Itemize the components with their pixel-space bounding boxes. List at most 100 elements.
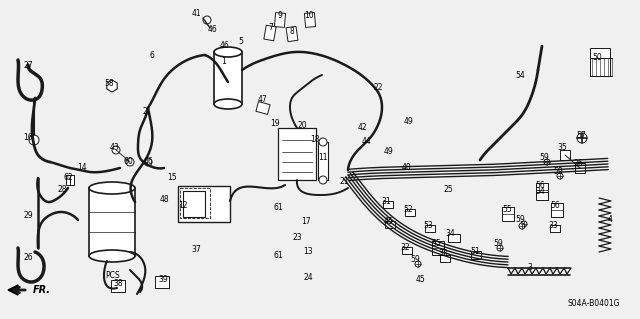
Bar xyxy=(536,192,548,200)
Bar xyxy=(385,220,395,227)
Text: 15: 15 xyxy=(167,174,177,182)
Text: 62: 62 xyxy=(63,174,73,182)
Text: 29: 29 xyxy=(23,211,33,219)
Text: 52: 52 xyxy=(403,205,413,214)
Ellipse shape xyxy=(214,47,242,57)
Text: 51: 51 xyxy=(470,248,480,256)
Bar xyxy=(440,255,450,262)
Circle shape xyxy=(126,158,134,166)
Text: 11: 11 xyxy=(318,153,328,162)
Circle shape xyxy=(497,245,503,251)
Bar xyxy=(560,150,570,160)
Bar xyxy=(305,12,316,27)
Text: 46: 46 xyxy=(208,26,218,34)
Text: 34: 34 xyxy=(445,229,455,239)
Circle shape xyxy=(557,173,563,179)
Text: 46: 46 xyxy=(219,41,229,50)
Circle shape xyxy=(144,158,152,166)
Text: 33: 33 xyxy=(438,249,448,258)
Text: 16: 16 xyxy=(23,133,33,143)
Text: 14: 14 xyxy=(77,164,87,173)
Text: 59: 59 xyxy=(515,216,525,225)
Circle shape xyxy=(519,223,525,229)
Text: 60: 60 xyxy=(123,158,133,167)
Bar xyxy=(405,209,415,216)
Bar xyxy=(318,142,328,180)
Ellipse shape xyxy=(214,99,242,109)
Text: 39: 39 xyxy=(158,276,168,285)
Text: 10: 10 xyxy=(304,11,314,20)
Text: 8: 8 xyxy=(290,27,294,36)
Bar xyxy=(383,201,393,207)
Ellipse shape xyxy=(89,250,135,262)
Bar xyxy=(89,188,135,256)
Circle shape xyxy=(577,133,587,143)
Text: 43: 43 xyxy=(110,144,120,152)
Text: 55: 55 xyxy=(502,205,512,214)
Text: FR.: FR. xyxy=(33,285,51,295)
Bar xyxy=(590,48,610,76)
Text: 31: 31 xyxy=(381,197,391,206)
Bar xyxy=(278,128,316,180)
Text: 1: 1 xyxy=(221,57,227,66)
Text: 7: 7 xyxy=(269,24,273,33)
Bar xyxy=(575,163,585,173)
Circle shape xyxy=(319,138,327,146)
Text: 25: 25 xyxy=(443,186,453,195)
Circle shape xyxy=(112,146,120,154)
Text: 50: 50 xyxy=(592,53,602,62)
Text: 2: 2 xyxy=(143,108,147,116)
Text: 41: 41 xyxy=(191,10,201,19)
Bar xyxy=(264,25,276,41)
Bar xyxy=(180,188,210,218)
Text: 26: 26 xyxy=(23,254,33,263)
Bar xyxy=(286,26,298,41)
Bar xyxy=(432,241,444,255)
Text: 45: 45 xyxy=(415,276,425,285)
Text: 12: 12 xyxy=(179,202,188,211)
Bar xyxy=(550,225,560,232)
Circle shape xyxy=(415,261,421,267)
Text: 3: 3 xyxy=(527,263,532,272)
Text: 48: 48 xyxy=(159,196,169,204)
Bar xyxy=(178,186,230,222)
Text: 27: 27 xyxy=(23,61,33,70)
Polygon shape xyxy=(8,285,18,295)
Text: 33: 33 xyxy=(548,220,558,229)
Text: 23: 23 xyxy=(292,234,302,242)
Bar xyxy=(66,175,74,185)
Text: 22: 22 xyxy=(373,84,383,93)
Text: S04A-B0401G: S04A-B0401G xyxy=(567,299,620,308)
Text: 58: 58 xyxy=(104,79,114,88)
Text: 9: 9 xyxy=(278,11,282,20)
Bar xyxy=(551,203,563,217)
Text: 49: 49 xyxy=(383,147,393,157)
Ellipse shape xyxy=(89,182,135,194)
Text: 6: 6 xyxy=(150,50,154,60)
Text: 18: 18 xyxy=(310,136,320,145)
Text: 4: 4 xyxy=(607,216,612,225)
Text: 54: 54 xyxy=(515,71,525,80)
Bar xyxy=(214,52,242,104)
Text: 46: 46 xyxy=(143,158,153,167)
Text: 59: 59 xyxy=(539,153,549,162)
Text: 59: 59 xyxy=(493,240,503,249)
Bar xyxy=(402,247,412,254)
Bar xyxy=(155,276,169,288)
Bar xyxy=(183,191,205,217)
Text: 55: 55 xyxy=(431,240,441,249)
Bar xyxy=(425,225,435,232)
Bar xyxy=(256,102,270,115)
Text: 53: 53 xyxy=(423,220,433,229)
Text: PCS: PCS xyxy=(106,271,120,279)
Bar xyxy=(111,280,125,292)
Text: 21: 21 xyxy=(339,177,349,187)
Text: 28: 28 xyxy=(57,186,67,195)
Bar xyxy=(471,251,481,259)
Text: 61: 61 xyxy=(273,204,283,212)
Text: 37: 37 xyxy=(191,246,201,255)
Text: 34: 34 xyxy=(535,188,545,197)
Text: 20: 20 xyxy=(297,122,307,130)
Text: 61: 61 xyxy=(273,250,283,259)
Circle shape xyxy=(319,176,327,184)
